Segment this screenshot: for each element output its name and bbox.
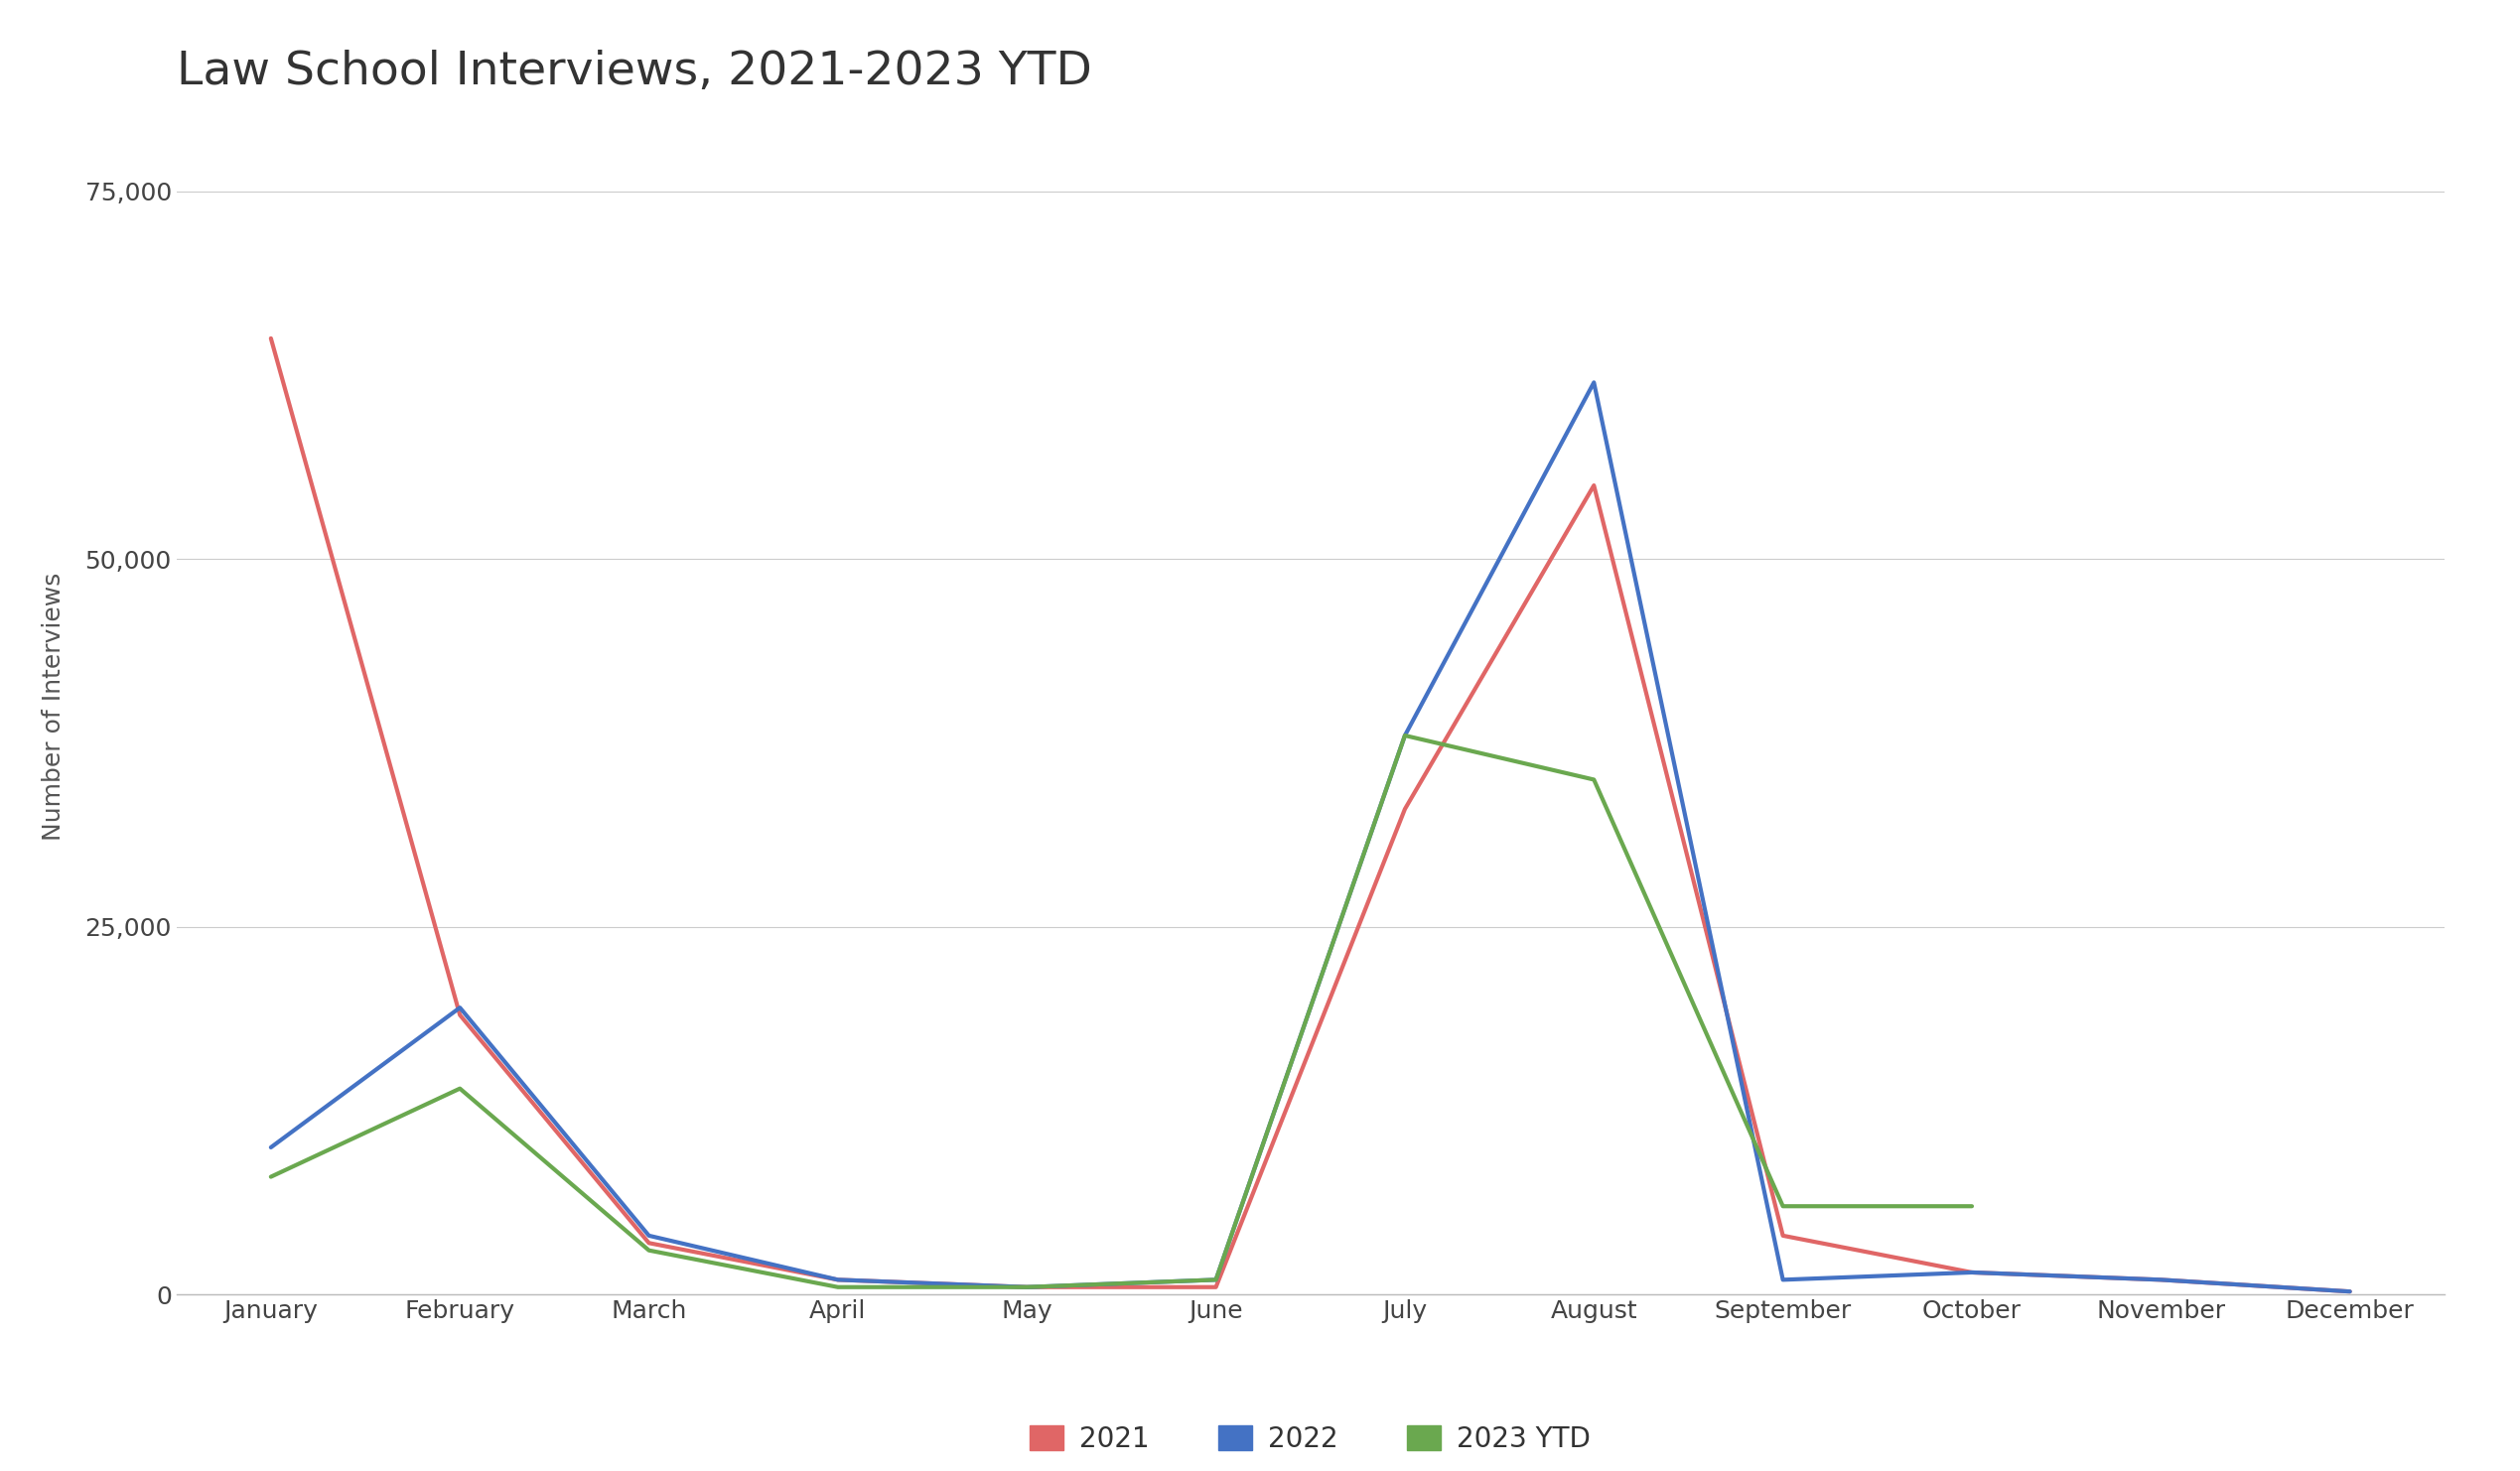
2022 <box>635 1227 665 1244</box>
2022 <box>1580 374 1610 391</box>
2021 <box>2147 1271 2177 1289</box>
2022 <box>824 1271 854 1289</box>
2023 YTD <box>1391 727 1421 744</box>
2023 YTD <box>824 1278 854 1296</box>
2022 <box>257 1139 287 1156</box>
2023 YTD <box>1769 1197 1799 1215</box>
2021 <box>257 330 287 347</box>
2021 <box>1958 1264 1988 1281</box>
Line: 2021: 2021 <box>272 338 2351 1292</box>
2023 YTD <box>446 1080 476 1097</box>
2021 <box>1391 800 1421 818</box>
2023 YTD <box>635 1242 665 1259</box>
2022 <box>1202 1271 1232 1289</box>
2022 <box>1769 1271 1799 1289</box>
2022 <box>1391 727 1421 744</box>
2022 <box>1013 1278 1043 1296</box>
2023 YTD <box>257 1168 287 1186</box>
2021 <box>1013 1278 1043 1296</box>
2022 <box>2336 1283 2366 1300</box>
2021 <box>1769 1227 1799 1244</box>
2021 <box>1202 1278 1232 1296</box>
Y-axis label: Number of Interviews: Number of Interviews <box>43 572 66 840</box>
Line: 2022: 2022 <box>272 382 2351 1292</box>
2021 <box>1580 477 1610 494</box>
2022 <box>2147 1271 2177 1289</box>
2023 YTD <box>1958 1197 1988 1215</box>
2022 <box>446 999 476 1016</box>
2023 YTD <box>1013 1278 1043 1296</box>
2021 <box>635 1234 665 1252</box>
Text: Law School Interviews, 2021-2023 YTD: Law School Interviews, 2021-2023 YTD <box>176 50 1091 94</box>
2021 <box>446 1006 476 1024</box>
Line: 2023 YTD: 2023 YTD <box>272 736 1973 1287</box>
2022 <box>1958 1264 1988 1281</box>
Legend: 2021, 2022, 2023 YTD: 2021, 2022, 2023 YTD <box>1018 1414 1603 1464</box>
2023 YTD <box>1580 771 1610 788</box>
2021 <box>2336 1283 2366 1300</box>
2021 <box>824 1271 854 1289</box>
2023 YTD <box>1202 1271 1232 1289</box>
